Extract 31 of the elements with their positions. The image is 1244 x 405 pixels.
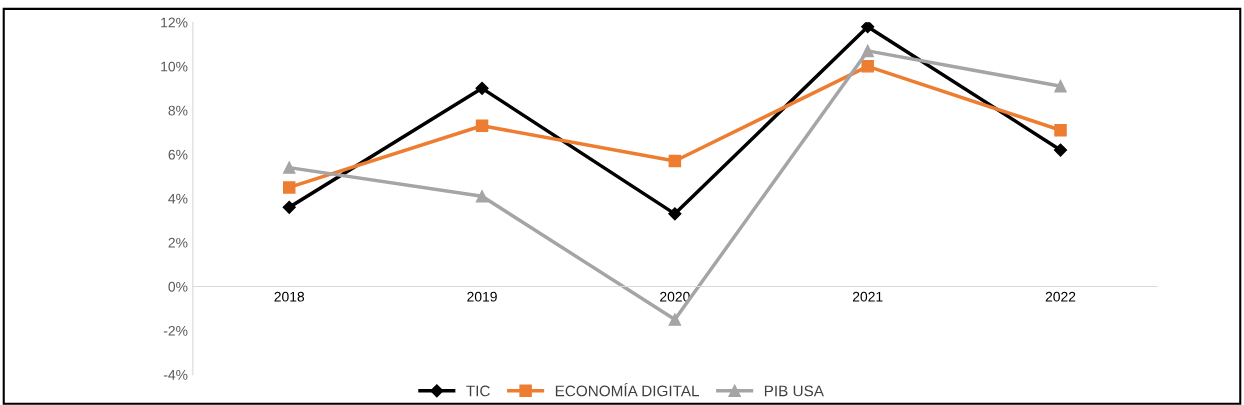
point [1054,79,1067,93]
point [668,207,682,221]
x-tick-label: 2018 [274,291,305,302]
point [475,81,489,95]
point [1054,123,1067,137]
y-tick-label: 10% [161,61,188,72]
y-tick-label: -2% [163,325,188,336]
y-tick-label: -4% [163,370,188,380]
legend-label: TIC [466,385,490,397]
point [861,22,875,34]
x-tick-label: 2021 [852,291,883,302]
legend-label: ECONOMÍA DIGITAL [555,382,700,397]
point [475,119,489,133]
point [861,60,874,73]
point [282,181,296,194]
y-tick-label: 0% [168,281,188,292]
x-tick-label: 2019 [467,291,497,302]
point [861,44,874,58]
point [282,161,296,174]
y-tick-label: 4% [168,193,188,204]
point [668,154,682,168]
point [668,313,682,326]
x-tick-label: 2022 [1045,291,1076,302]
legend-label: PIB USA [764,385,824,397]
y-tick-label: 12% [161,17,188,28]
y-tick-label: 6% [168,149,188,160]
point [282,200,296,214]
y-tick-label: 2% [168,237,188,248]
y-tick-label: 8% [168,105,188,116]
point [475,189,489,203]
point [1053,143,1068,157]
